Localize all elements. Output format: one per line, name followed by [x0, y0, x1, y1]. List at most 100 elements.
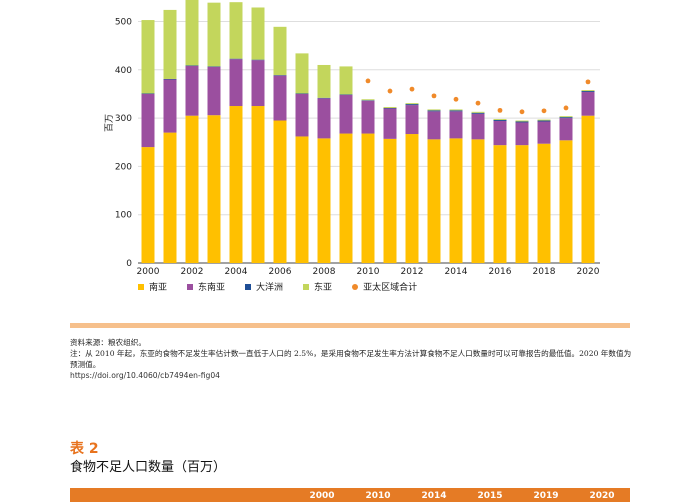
legend-swatch: [245, 283, 252, 290]
bar-segment: [339, 94, 353, 134]
bar-segment: [185, 0, 199, 66]
legend-dot: [352, 283, 359, 290]
bar-segment: [295, 93, 309, 94]
total-dot: [519, 109, 525, 115]
legend-item-region-total: 亚太区域合计: [352, 280, 417, 293]
total-dot: [563, 105, 569, 111]
table-title: 食物不足人口数量（百万）: [70, 460, 227, 475]
total-dot: [541, 108, 547, 114]
bar-segment: [537, 143, 551, 263]
bar-segment: [427, 110, 441, 112]
bar-segment: [581, 92, 595, 116]
bar-segment: [493, 145, 507, 263]
x-tick-labels: 2000 2002 2004 2006 2008 2010 2012 2014 2016 2018…: [137, 267, 600, 277]
bar-segment: [141, 93, 155, 148]
x-tick-label: 2002: [181, 267, 204, 277]
bar-segment: [559, 117, 573, 119]
y-axis-label: 百万: [104, 114, 115, 132]
bar-segment: [251, 60, 265, 107]
y-tick-label: 400: [115, 66, 132, 76]
legend-item-oceania: 大洋洲: [245, 280, 283, 293]
bar-segment: [427, 111, 441, 140]
total-dot: [497, 107, 503, 113]
bar-segment: [163, 132, 177, 263]
doi-link[interactable]: https://doi.org/10.4060/cb7494en-fig04: [70, 371, 220, 380]
bar-segment: [229, 59, 243, 107]
bar-segment: [581, 91, 595, 93]
y-tick-labels: 0 100 200 300 400 500: [115, 18, 132, 270]
bar-segment: [471, 139, 485, 263]
stacked-bar-chart: 0 100 200 300 400 500 2000 2002 2004 2006 2008 201…: [104, 0, 600, 277]
bar-segment: [163, 78, 177, 80]
bar-segment: [361, 99, 375, 101]
legend-swatch: [187, 283, 194, 290]
bar-segment: [515, 145, 529, 263]
bar-segment: [361, 100, 375, 134]
x-tick-label: 2012: [401, 267, 424, 277]
bar-segment: [405, 134, 419, 263]
source-note: 资料来源：粮农组织。: [70, 338, 146, 347]
total-dot: [365, 78, 371, 84]
bar-segment: [383, 107, 397, 109]
x-tick-label: 2004: [225, 267, 248, 277]
legend-item-south-asia: 南亚: [138, 280, 167, 293]
bar-segment: [515, 120, 529, 122]
total-dot: [409, 86, 415, 92]
bar-segment: [361, 133, 375, 263]
bar-segment: [427, 109, 441, 111]
table-header-cell: 2010: [365, 491, 391, 501]
divider-rule: [70, 323, 630, 328]
bar-segment: [339, 133, 353, 263]
table-header-row: 2000 2010 2014 2015 2019 2020: [70, 488, 630, 502]
bar-segment: [185, 65, 199, 116]
total-dot: [387, 88, 393, 94]
bar-segment: [251, 106, 265, 264]
legend-item-southeast-asia: 东南亚: [187, 280, 225, 293]
bar-segment: [559, 140, 573, 263]
bar-segment: [207, 115, 221, 264]
bar-segment: [141, 20, 155, 94]
legend-label: 东南亚: [198, 283, 226, 293]
legend-swatch: [303, 283, 310, 290]
figure-notes: 资料来源：粮农组织。 注：从 2010 年起，东亚的食物不足发生率估计数一直低于…: [70, 337, 635, 381]
bar-segment: [185, 65, 199, 66]
bar-segment: [317, 98, 331, 139]
bar-segment: [295, 93, 309, 137]
bar-segment: [163, 79, 177, 133]
bar-segment: [317, 64, 331, 98]
bar-segment: [317, 138, 331, 263]
total-markers: [365, 78, 591, 115]
x-tick-label: 2016: [489, 267, 512, 277]
table-header-cell: 2014: [421, 491, 447, 501]
x-tick-label: 2006: [269, 267, 292, 277]
bar-segment: [273, 75, 287, 76]
total-dot: [585, 79, 591, 85]
bar-segment: [493, 119, 507, 121]
legend-label: 大洋洲: [256, 283, 284, 293]
bar-segment: [229, 2, 243, 59]
bar-segment: [185, 115, 199, 263]
bar-segment: [515, 121, 529, 123]
bar-segment: [141, 147, 155, 263]
bar-segment: [427, 139, 441, 263]
bar-segment: [383, 108, 397, 139]
bar-segment: [207, 2, 221, 67]
bar-segment: [207, 66, 221, 67]
bar-segment: [229, 106, 243, 264]
table-header-cell: 2019: [533, 491, 559, 501]
bar-segment: [273, 26, 287, 76]
bar-segment: [339, 94, 353, 95]
bar-segment: [559, 118, 573, 141]
legend-label: 亚太区域合计: [363, 283, 418, 293]
bar-segment: [207, 66, 221, 116]
bar-segment: [537, 120, 551, 122]
y-tick-label: 200: [115, 162, 132, 172]
bar-segment: [251, 7, 265, 60]
bar-segment: [559, 116, 573, 118]
legend-item-east-asia: 东亚: [303, 280, 332, 293]
x-tick-label: 2018: [533, 267, 556, 277]
bar-segment: [471, 111, 485, 113]
bar-segment: [449, 111, 463, 139]
bar-segment: [251, 59, 265, 61]
x-tick-label: 2010: [357, 267, 380, 277]
